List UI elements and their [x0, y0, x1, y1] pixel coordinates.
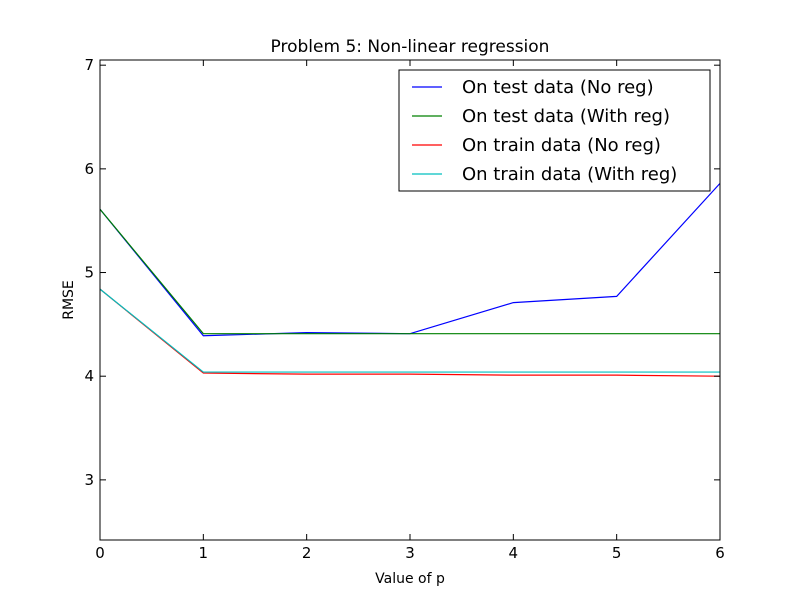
y-tick-label: 5 [84, 264, 94, 282]
y-axis-label: RMSE [61, 280, 77, 320]
series-line-3 [99, 288, 720, 373]
x-tick-label: 0 [95, 544, 105, 562]
legend-label-1: On test data (With reg) [462, 106, 670, 127]
x-tick-label: 6 [715, 544, 725, 562]
x-axis: 0 1 2 3 4 5 6 [95, 60, 725, 562]
series-line-2 [99, 288, 721, 377]
x-tick-label: 2 [302, 544, 312, 562]
legend-box [398, 69, 711, 192]
y-axis: 3 4 5 6 7 [84, 56, 720, 489]
y-tick-label: 4 [84, 367, 94, 385]
series-line-0 [99, 182, 721, 337]
x-tick-label: 4 [509, 544, 519, 562]
x-tick-label: 5 [612, 544, 622, 562]
series-line-1 [99, 208, 720, 335]
y-tick-label: 6 [84, 160, 94, 178]
chart-title: Problem 5: Non-linear regression [271, 37, 550, 57]
x-tick-label: 1 [199, 544, 209, 562]
y-tick-label: 7 [84, 56, 94, 74]
x-tick-label: 3 [405, 544, 415, 562]
x-axis-label: Value of p [375, 571, 445, 587]
plot-lines [99, 182, 721, 377]
legend-label-2: On train data (No reg) [462, 135, 661, 156]
legend-label-0: On test data (No reg) [462, 77, 654, 98]
legend-label-3: On train data (With reg) [462, 164, 677, 185]
y-tick-label: 3 [84, 471, 94, 489]
legend: On test data (No reg) On test data (With … [398, 69, 711, 192]
